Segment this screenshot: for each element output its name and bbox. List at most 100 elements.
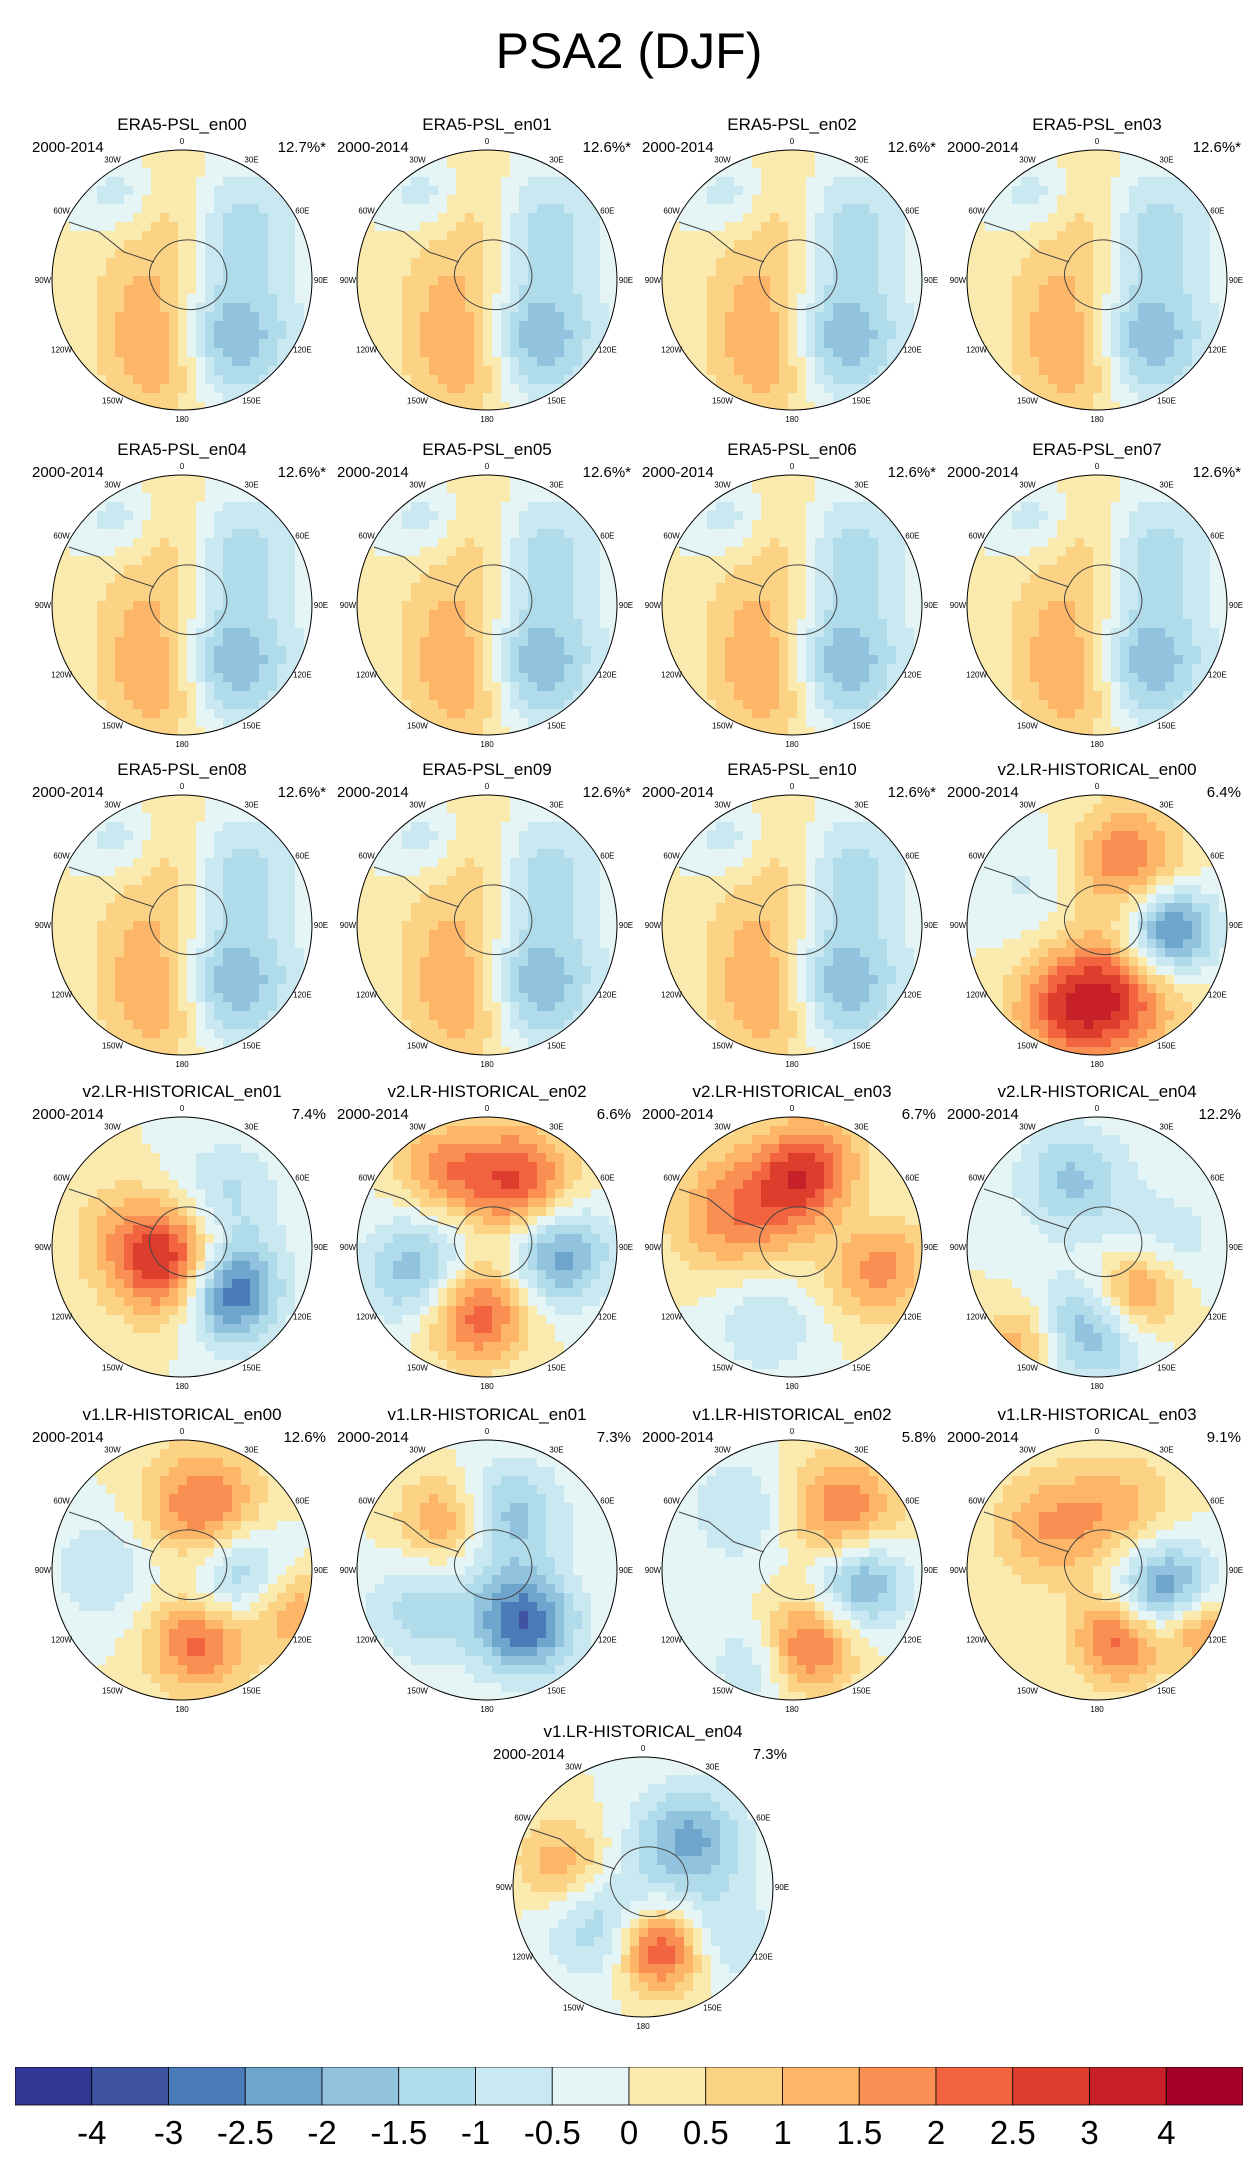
longitude-label: 180 xyxy=(1090,415,1104,424)
longitude-label: 30W xyxy=(409,156,426,165)
longitude-label: 60W xyxy=(663,852,680,861)
polar-map: 0 30E 60E 90E 120E 150E 180 150W 120W 90W 60W 30W xyxy=(950,782,1243,1069)
panel-title: ERA5-PSL_en02 xyxy=(727,115,857,134)
longitude-label: 120E xyxy=(1208,1313,1227,1322)
south-america-coastline xyxy=(529,1828,616,1870)
longitude-label: 120W xyxy=(356,346,377,355)
longitude-label: 150W xyxy=(407,1363,428,1372)
panel-title: ERA5-PSL_en10 xyxy=(727,760,857,779)
longitude-label: 90W xyxy=(35,276,52,285)
colorbar-tick-label: 1 xyxy=(773,2114,792,2151)
panel-title: ERA5-PSL_en00 xyxy=(117,115,247,134)
longitude-label: 120W xyxy=(966,346,987,355)
longitude-label: 150E xyxy=(1157,1686,1176,1695)
longitude-label: 0 xyxy=(180,462,185,471)
panel-explained-variance: 12.6%* xyxy=(582,139,631,156)
panel-explained-variance: 12.6%* xyxy=(1192,464,1241,481)
antarctica-coastline xyxy=(1063,239,1143,311)
panel-period: 2000-2014 xyxy=(493,1746,565,1763)
longitude-label: 120W xyxy=(51,1636,72,1645)
colorbar-segment xyxy=(858,2067,937,2106)
longitude-label: 150E xyxy=(547,1041,566,1050)
map-boundary xyxy=(356,1116,618,1378)
panel-explained-variance: 6.6% xyxy=(596,1106,631,1123)
longitude-label: 90W xyxy=(950,601,967,610)
longitude-label: 30E xyxy=(549,1446,563,1455)
map-boundary xyxy=(51,474,313,736)
longitude-label: 150E xyxy=(852,1363,871,1372)
longitude-label: 30W xyxy=(714,481,731,490)
longitude-label: 60W xyxy=(968,1174,985,1183)
panel-period: 2000-2014 xyxy=(337,1429,409,1446)
south-america-coastline xyxy=(68,1511,155,1553)
map-boundary xyxy=(661,1116,923,1378)
longitude-label: 150E xyxy=(1157,1363,1176,1372)
south-america-coastline xyxy=(678,221,765,263)
longitude-label: 120W xyxy=(356,1636,377,1645)
longitude-label: 180 xyxy=(1090,1382,1104,1391)
map-boundary xyxy=(661,1439,923,1701)
map-panel: v1.LR-HISTORICAL_en04 2000-2014 7.3% 0 30E 60… xyxy=(493,1722,793,2032)
longitude-label: 60E xyxy=(905,852,919,861)
longitude-label: 0 xyxy=(1095,462,1100,471)
colorbar-segment xyxy=(168,2067,246,2106)
longitude-label: 150E xyxy=(547,1686,566,1695)
longitude-label: 90W xyxy=(496,1883,513,1892)
longitude-label: 30E xyxy=(1159,481,1173,490)
map-boundary xyxy=(51,1116,313,1378)
panel-period: 2000-2014 xyxy=(337,464,409,481)
longitude-label: 60E xyxy=(295,1497,309,1506)
longitude-label: 0 xyxy=(485,137,490,146)
antarctica-coastline xyxy=(148,239,228,311)
colorbar-tick-label: -0.5 xyxy=(523,2114,581,2151)
polar-map: 0 30E 60E 90E 120E 150E 180 150W 120W 90W 60W 30W xyxy=(645,782,938,1069)
map-boundary xyxy=(512,1756,774,2018)
longitude-label: 90E xyxy=(1229,1566,1243,1575)
longitude-label: 90E xyxy=(314,1566,328,1575)
panel-period: 2000-2014 xyxy=(947,139,1019,156)
longitude-label: 90W xyxy=(340,601,357,610)
longitude-label: 90W xyxy=(35,1243,52,1252)
map-boundary xyxy=(661,474,923,736)
south-america-coastline xyxy=(678,546,765,588)
longitude-label: 90E xyxy=(314,601,328,610)
south-america-coastline xyxy=(373,221,460,263)
colorbar-tick-label: -4 xyxy=(77,2114,107,2151)
longitude-label: 60E xyxy=(295,852,309,861)
panel-title: v1.LR-HISTORICAL_en01 xyxy=(387,1405,587,1424)
longitude-label: 90W xyxy=(950,1243,967,1252)
longitude-label: 150W xyxy=(407,396,428,405)
longitude-label: 60W xyxy=(663,207,680,216)
panel-title: v2.LR-HISTORICAL_en00 xyxy=(997,760,1197,779)
longitude-label: 60W xyxy=(53,532,70,541)
longitude-label: 120W xyxy=(661,346,682,355)
panel-period: 2000-2014 xyxy=(642,784,714,801)
longitude-label: 180 xyxy=(175,740,189,749)
colorbar-segment xyxy=(705,2067,783,2106)
longitude-label: 150E xyxy=(1157,1041,1176,1050)
panel-period: 2000-2014 xyxy=(642,1106,714,1123)
longitude-label: 180 xyxy=(785,1382,799,1391)
panel-explained-variance: 5.8% xyxy=(901,1429,936,1446)
longitude-label: 150E xyxy=(242,1041,261,1050)
south-america-coastline xyxy=(68,546,155,588)
colorbar-tick-label: -3 xyxy=(153,2114,184,2151)
longitude-label: 180 xyxy=(175,1382,189,1391)
longitude-label: 120E xyxy=(903,991,922,1000)
colorbar-tick-label: -2.5 xyxy=(216,2114,274,2151)
longitude-label: 60E xyxy=(1210,852,1224,861)
longitude-label: 90W xyxy=(35,601,52,610)
map-panel: v1.LR-HISTORICAL_en00 2000-2014 12.6% 0 30E 6… xyxy=(32,1405,332,1715)
longitude-label: 30E xyxy=(549,801,563,810)
longitude-label: 90W xyxy=(950,921,967,930)
longitude-label: 60E xyxy=(905,1174,919,1183)
longitude-label: 30W xyxy=(409,801,426,810)
longitude-label: 30E xyxy=(244,1446,258,1455)
longitude-label: 30E xyxy=(244,156,258,165)
colorbar-segment xyxy=(321,2067,400,2106)
antarctica-coastline xyxy=(148,1206,228,1278)
colorbar-segment xyxy=(398,2067,476,2106)
map-panel: v2.LR-HISTORICAL_en02 2000-2014 6.6% 0 30E 60… xyxy=(337,1082,637,1392)
longitude-label: 120E xyxy=(1208,346,1227,355)
map-panel: ERA5-PSL_en08 2000-2014 12.6%* 0 30E 60E 90E 12… xyxy=(32,760,332,1070)
